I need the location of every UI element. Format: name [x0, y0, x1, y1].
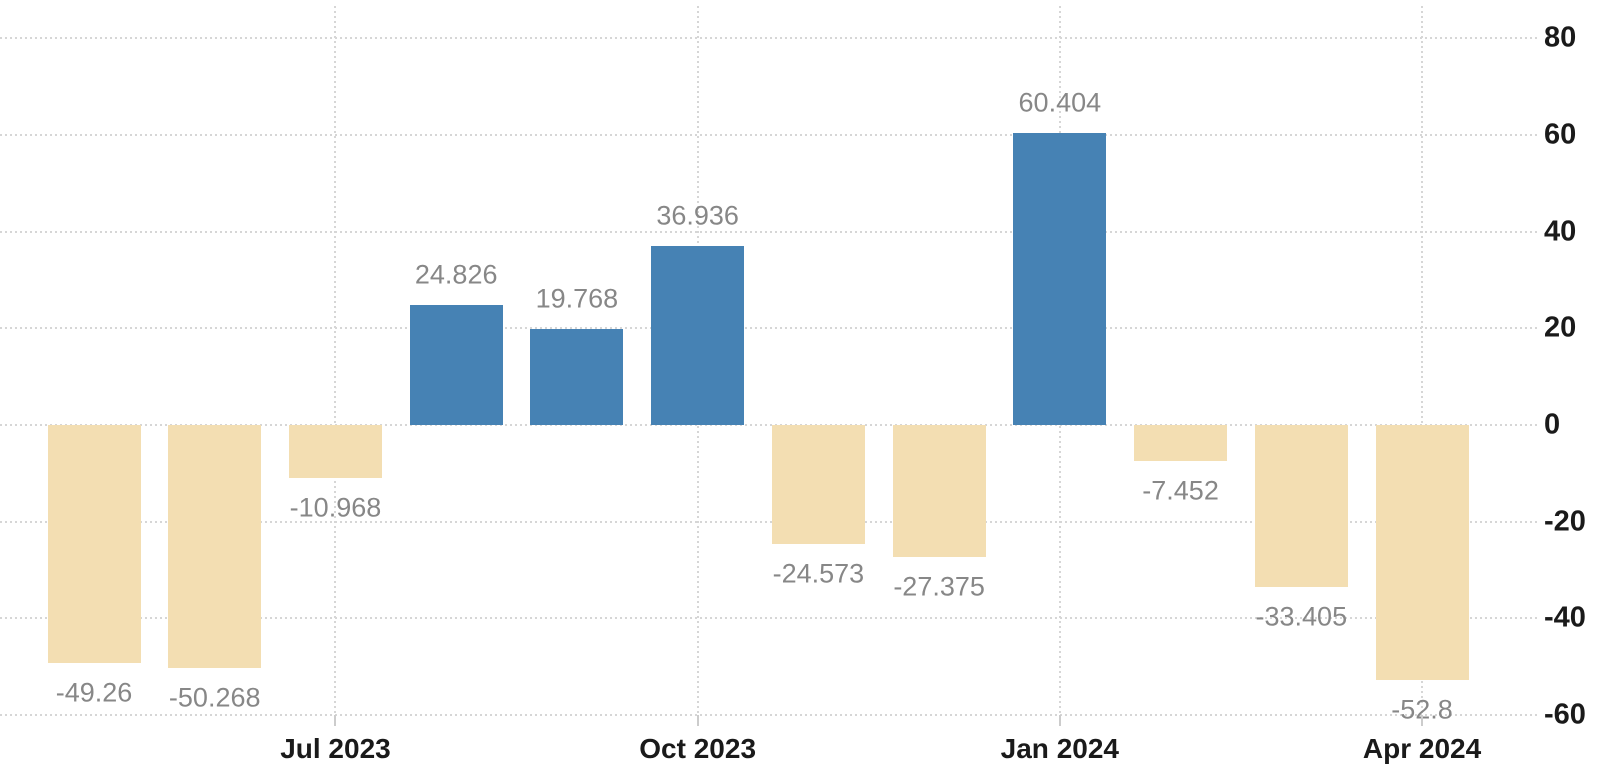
- y-axis-label: 40: [1544, 215, 1577, 248]
- bar-value-label: -7.452: [1142, 475, 1219, 506]
- bar-jun-2023: [168, 425, 262, 669]
- horizontal-gridline: [0, 230, 1537, 233]
- y-axis-label: -40: [1544, 601, 1586, 634]
- horizontal-gridline: [0, 424, 1537, 426]
- bar-value-label: 19.768: [535, 283, 619, 314]
- bar-value-label: 60.404: [1018, 87, 1102, 118]
- horizontal-gridline: [0, 714, 1537, 717]
- x-axis-tick: [696, 715, 699, 726]
- horizontal-gridline: [0, 133, 1537, 136]
- y-axis-label: 60: [1544, 118, 1577, 151]
- bar-sep-2023: [530, 329, 624, 425]
- x-axis-label: Jul 2023: [280, 733, 391, 764]
- bar-value-label: 24.826: [414, 259, 498, 290]
- vertical-gridline: [1421, 6, 1424, 715]
- y-axis-label: -20: [1544, 505, 1586, 538]
- bar-nov-2023: [771, 425, 865, 544]
- bar-oct-2023: [651, 246, 745, 425]
- horizontal-gridline: [0, 37, 1537, 40]
- bar-dec-2023: [892, 425, 986, 558]
- horizontal-gridline: [0, 617, 1537, 620]
- bar-value-label: -50.268: [168, 682, 261, 713]
- bar-jan-2024: [1013, 132, 1107, 425]
- y-axis-label: 20: [1544, 311, 1577, 344]
- bar-value-label: -49.26: [55, 677, 133, 708]
- bar-value-label: -10.968: [289, 492, 382, 523]
- bar-apr-2024: [1375, 425, 1469, 681]
- x-axis-tick: [1058, 715, 1061, 726]
- bar-value-label: -27.375: [893, 571, 985, 602]
- x-axis-tick: [334, 715, 337, 726]
- y-axis-label: -60: [1544, 698, 1586, 731]
- bar-jul-2023: [288, 425, 382, 479]
- bar-may-2023: [47, 425, 141, 664]
- bar-aug-2023: [409, 304, 503, 425]
- bar-value-label: -24.573: [772, 558, 865, 589]
- horizontal-gridline: [0, 520, 1537, 523]
- bar-mar-2024: [1254, 425, 1348, 587]
- bar-value-label: 36.936: [656, 200, 739, 231]
- y-axis-label: 0: [1544, 408, 1561, 441]
- x-axis-label: Oct 2023: [639, 733, 757, 764]
- bar-feb-2024: [1134, 425, 1228, 462]
- horizontal-gridline: [0, 327, 1537, 330]
- vertical-gridline: [334, 6, 337, 715]
- y-axis-label: 80: [1544, 21, 1577, 54]
- x-axis-label: Apr 2024: [1362, 733, 1482, 764]
- bar-value-label: -33.405: [1255, 601, 1348, 632]
- x-axis-label: Jan 2024: [1000, 733, 1119, 764]
- x-axis-tick: [1421, 715, 1424, 726]
